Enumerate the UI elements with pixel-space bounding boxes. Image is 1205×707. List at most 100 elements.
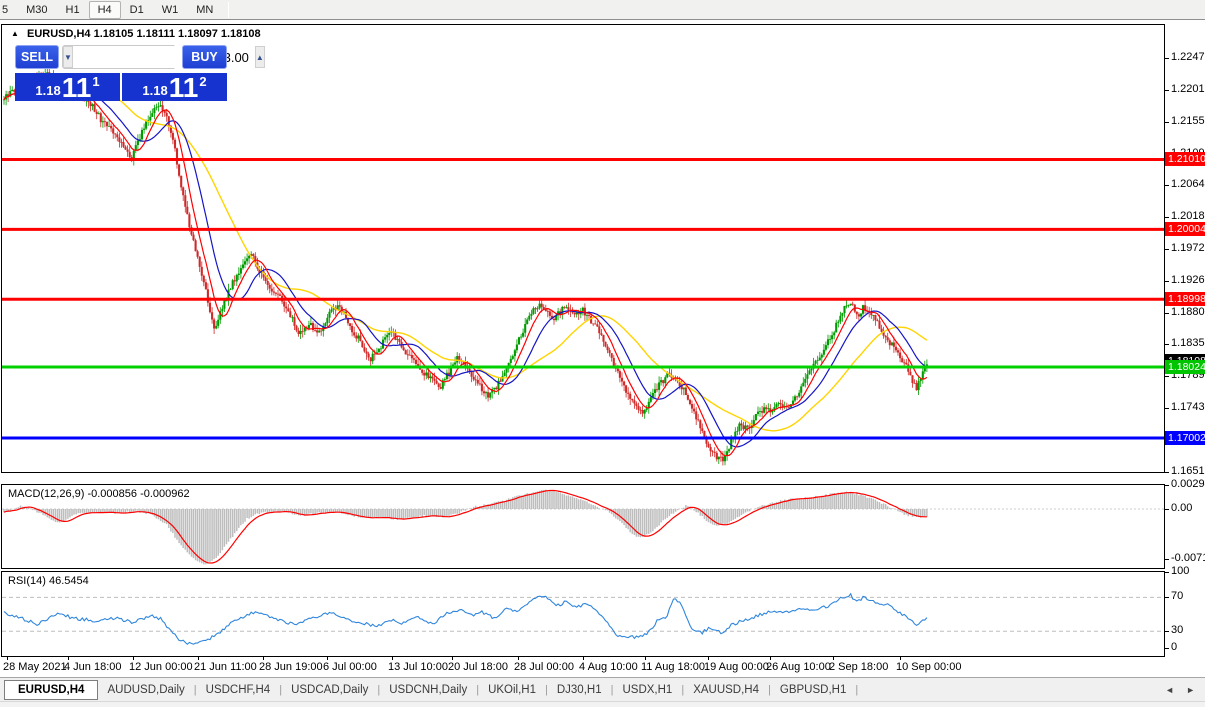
rsi-tick-label: 100 [1171,565,1190,577]
macd-indicator-pane[interactable]: MACD(12,26,9) -0.000856 -0.000962 [1,484,1165,569]
tab-dj30-h1[interactable]: DJ30,H1 [556,683,602,696]
timeframe-button-d1[interactable]: D1 [129,3,144,16]
tab-separator: | [610,683,614,696]
tab-usdchf-h4[interactable]: USDCHF,H4 [205,683,271,696]
price-level-label-1.17002: 1.17002 [1165,431,1205,446]
chart-symbol-label: EURUSD,H4 [26,28,91,40]
date-label: 12 Jun 00:00 [129,661,193,673]
rsi-tick-mark [1165,597,1169,599]
volume-increase-button[interactable]: ▲ [254,46,265,68]
buy-price-big-digits: 11 [168,72,199,103]
rsi-canvas[interactable] [2,572,1164,656]
date-label: 21 Jun 11:00 [194,661,257,673]
tab-usdcnh-daily[interactable]: USDCNH,Daily [389,683,468,696]
tab-eurusd-h4[interactable]: EURUSD,H4 [4,679,99,700]
tab-usdcad-daily[interactable]: USDCAD,Daily [291,683,369,696]
sell-price-big-digits: 11 [61,72,92,103]
date-tick-mark [68,657,69,660]
timeframe-button-mn[interactable]: MN [196,3,214,16]
timeframe-button-5[interactable]: 5 [2,3,9,16]
macd-tick-mark [1165,485,1169,487]
macd-tick-mark [1165,559,1169,560]
timeframe-button-m30[interactable]: M30 [26,3,48,16]
tab-separator: | [768,683,771,696]
sell-button[interactable]: SELL [15,45,59,69]
collapse-panel-icon[interactable]: ▲ [11,29,19,38]
date-label: 28 May 2021 [3,661,67,673]
volume-input[interactable] [72,46,255,68]
price-tick-mark [1165,249,1169,251]
horizontal-scrollbar[interactable] [0,701,1205,707]
date-label: 20 Jul 18:00 [448,661,508,673]
buy-button[interactable]: BUY [182,45,227,69]
date-tick-mark [7,657,8,660]
tab-separator: | [545,683,548,696]
price-tick-label: 1.22010 [1171,82,1205,95]
price-tick-label: 1.18350 [1171,337,1205,350]
tab-separator: | [476,683,480,696]
price-tick-mark [1165,58,1169,59]
date-label: 4 Jun 18:00 [64,661,122,673]
price-tick-label: 1.22470 [1171,51,1205,63]
tab-audusd-daily[interactable]: AUDUSD,Daily [107,683,185,696]
date-tick-mark [518,657,519,660]
date-tick-mark [198,657,199,660]
chart-header: ▲ EURUSD,H4 1.18105 1.18111 1.18097 1.18… [11,28,261,40]
tab-xauusd-h4[interactable]: XAUUSD,H4 [693,683,760,696]
tab-separator: | [377,683,381,696]
date-label: 28 Jun 19:00 [259,661,323,673]
one-click-trading-panel: SELL ▼ ▲ BUY 1.18 11 1 1.18 11 2 [15,45,265,103]
sell-price-prefix: 1.18 [35,83,61,98]
tab-scroll-left-icon[interactable]: ◄ [1165,684,1175,695]
price-tick-mark [1165,217,1169,219]
chart-tabs: EURUSD,H4 AUDUSD,Daily | USDCHF,H4 | USDCAD,D… [0,679,859,700]
date-axis: 28 May 2021 4 Jun 18:00 12 Jun 00:00 21 Jun… [1,657,1165,677]
price-tick-label: 1.17430 [1171,401,1205,414]
date-tick-mark [133,657,134,660]
volume-decrease-button[interactable]: ▼ [63,46,73,68]
buy-price-prefix: 1.18 [142,83,168,98]
date-tick-mark [900,657,901,660]
date-tick-mark [327,657,328,660]
buy-price-pip-digit: 2 [199,74,207,89]
date-tick-mark [833,657,834,660]
date-tick-mark [263,657,264,660]
price-tick-label: 1.18800 [1171,306,1205,319]
date-label: 28 Jul 00:00 [514,661,574,673]
sell-price-pip-digit: 1 [92,74,100,89]
sell-price-box[interactable]: 1.18 11 1 [15,72,120,103]
timeframe-button-w1[interactable]: W1 [161,3,179,16]
tab-separator: | [279,683,283,696]
buy-price-box[interactable]: 1.18 11 2 [122,72,227,103]
rsi-label: RSI(14) 46.5454 [8,575,89,587]
timeframe-button-h1[interactable]: H1 [65,3,80,16]
date-tick-mark [392,657,393,660]
date-label: 2 Sep 18:00 [829,661,889,673]
date-label: 26 Aug 10:00 [766,661,831,673]
macd-tick-mark [1165,509,1169,510]
chart-tab-bar: EURUSD,H4 AUDUSD,Daily | USDCHF,H4 | USDCAD,D… [0,677,1205,701]
tab-separator: | [681,683,685,696]
price-tick-label: 1.21550 [1171,114,1205,127]
tab-gbpusd-h1[interactable]: GBPUSD,H1 [779,683,847,696]
macd-canvas[interactable] [2,485,1164,568]
main-chart-pane[interactable]: ▲ EURUSD,H4 1.18105 1.18111 1.18097 1.18… [1,24,1165,473]
price-level-label-1.18024: 1.18024 [1165,359,1205,374]
price-level-label-1.20004: 1.20004 [1165,222,1205,237]
price-tick-label: 1.20180 [1171,210,1205,223]
tab-ukoil-h1[interactable]: UKOil,H1 [488,683,536,696]
rsi-tick-mark [1165,572,1169,573]
rsi-tick-mark [1165,648,1169,650]
tab-scroll-right-icon[interactable]: ► [1186,684,1195,695]
rsi-tick-mark [1165,631,1169,633]
volume-spinner: ▼ ▲ [62,45,265,69]
rsi-tick-label: 70 [1171,590,1184,603]
trade-panel-row: SELL ▼ ▲ BUY [15,45,265,69]
price-tick-label: 1.19260 [1171,274,1205,287]
price-chart-canvas[interactable] [2,25,1164,472]
tab-separator: | [855,683,859,696]
rsi-indicator-pane[interactable]: RSI(14) 46.5454 [1,571,1165,657]
tab-usdx-h1[interactable]: USDX,H1 [622,683,673,696]
date-tick-mark [770,657,771,660]
timeframe-button-h4[interactable]: H4 [88,0,121,19]
